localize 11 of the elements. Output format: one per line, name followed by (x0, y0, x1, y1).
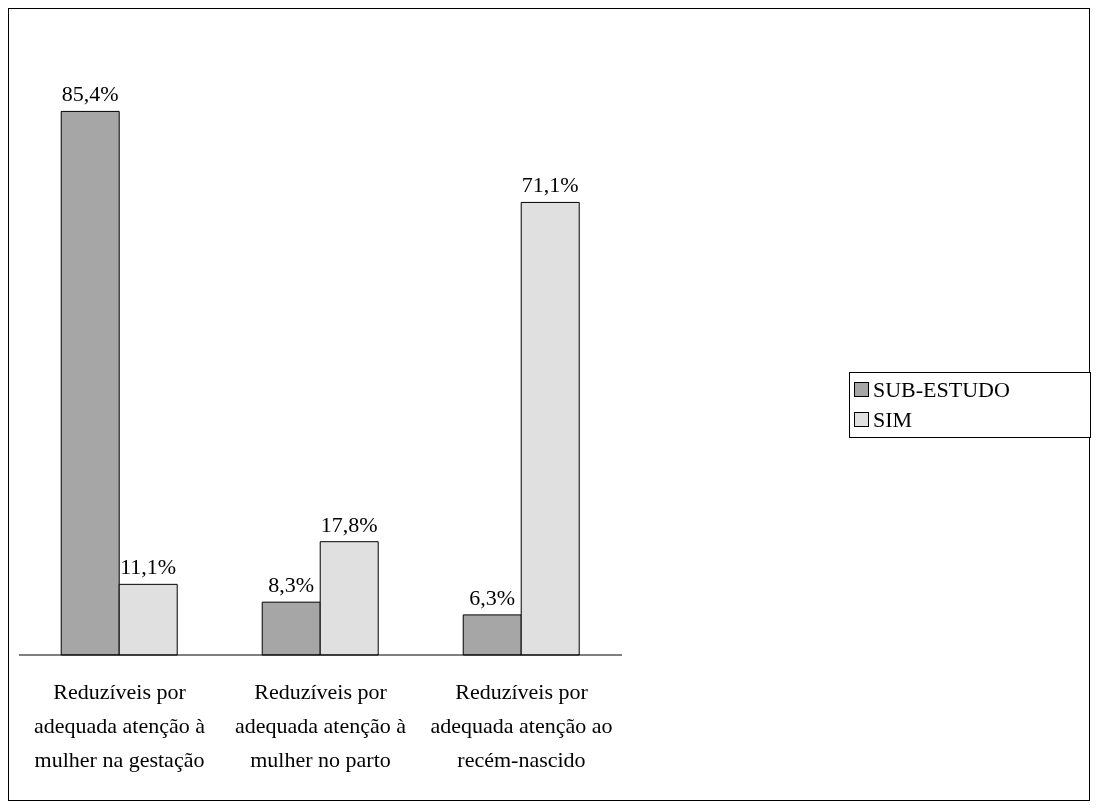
data-label: 85,4% (61, 81, 119, 107)
x-tick-label: Reduzíveis por adequada atenção à mulher na gestação (34, 679, 206, 772)
data-label: 17,8% (320, 511, 378, 537)
data-label: 11,1% (120, 554, 177, 580)
legend-label: SUB-ESTUDO (873, 375, 1010, 404)
data-label: 6,3% (469, 584, 516, 610)
x-tick-label: Reduzíveis por adequada atenção à mulher no parto (235, 679, 407, 772)
x-tick-label: Reduzíveis por adequada atenção ao recém-nascido (430, 679, 613, 772)
data-label: 71,1% (521, 172, 579, 198)
legend-label: SIM (873, 405, 913, 434)
data-label: 8,3% (268, 572, 315, 598)
